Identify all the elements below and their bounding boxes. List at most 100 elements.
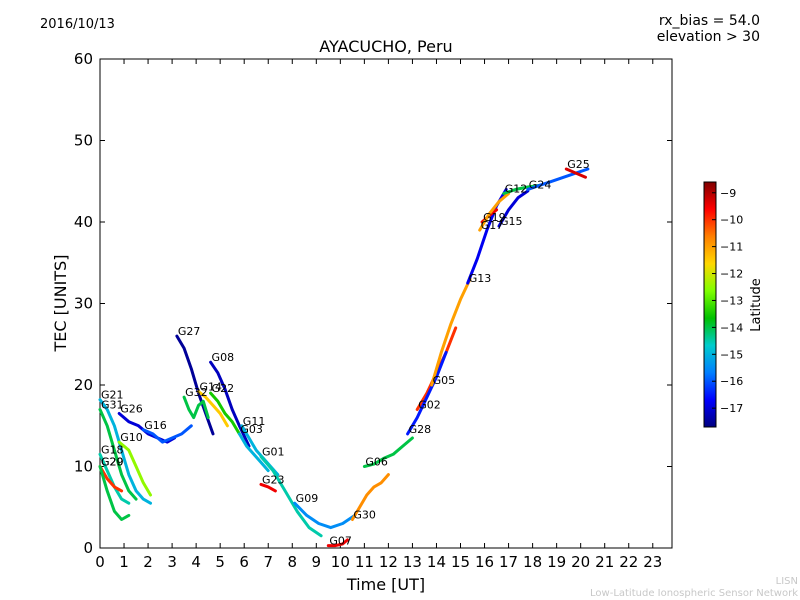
colorbar-tick-label: −10 (720, 214, 743, 227)
series-label-g03: G03 (240, 423, 263, 436)
x-tick-label: 12 (379, 553, 398, 571)
series-line-g13 (466, 187, 508, 285)
footer-lisn: LISN (775, 576, 798, 587)
x-tick-label: 11 (355, 553, 374, 571)
series-line-g17 (478, 192, 511, 232)
colorbar-tick-label: −9 (720, 187, 736, 200)
series-line-g30 (350, 473, 390, 521)
plot-area-frame (99, 58, 673, 549)
date-label: 2016/10/13 (40, 17, 115, 32)
series-label-g01: G01 (262, 446, 285, 459)
y-tick-label: 10 (74, 458, 93, 476)
elevation-label: elevation > 30 (656, 29, 760, 45)
footer-network: Low-Latitude Ionospheric Sensor Network (590, 588, 798, 599)
series-label-g30: G30 (353, 508, 376, 521)
series-label-g25: G25 (567, 158, 590, 171)
x-axis-label: Time [UT] (346, 575, 425, 594)
x-axis: 0 1 2 3 4 5 6 7 8 9 10 11 12 13 14 15 16 17 18 19 20 21 22 23 (95, 59, 662, 571)
x-tick-label: 21 (595, 553, 614, 571)
x-tick-label: 19 (547, 553, 566, 571)
y-tick-label: 0 (83, 539, 93, 557)
series-label-g09: G09 (296, 492, 319, 505)
x-tick-label: 5 (215, 553, 225, 571)
colorbar-label: Latitude (749, 278, 764, 332)
series-line-g31 (98, 408, 138, 501)
series-label-g23: G23 (262, 473, 285, 486)
series-label-g32: G32 (185, 386, 208, 399)
colorbar-tick-label: −17 (720, 402, 743, 415)
x-tick-label: 2 (143, 553, 153, 571)
series-label-g28: G28 (409, 423, 432, 436)
series-label-g22: G22 (212, 382, 235, 395)
x-tick-label: 13 (403, 553, 422, 571)
series-label-g15: G15 (500, 215, 523, 228)
x-tick-label: 14 (427, 553, 446, 571)
series-line-g08 (209, 360, 251, 448)
series-line-g10 (117, 440, 152, 497)
series-line-g01 (259, 455, 323, 538)
y-tick-label: 30 (74, 295, 93, 313)
series-label-g13: G13 (469, 272, 492, 285)
series-line-g14 (197, 390, 229, 428)
series-line-g03 (237, 432, 270, 473)
series-line-g16 (141, 424, 193, 444)
series-group (98, 167, 590, 548)
series-label-g21: G21 (101, 389, 124, 402)
x-tick-label: 16 (475, 553, 494, 571)
x-tick-label: 8 (287, 553, 297, 571)
x-tick-label: 10 (331, 553, 350, 571)
y-tick-label: 40 (74, 213, 93, 231)
x-tick-label: 22 (619, 553, 638, 571)
x-tick-label: 15 (451, 553, 470, 571)
colorbar: −9 −10 −11 −12 −13 −14 −15 −16 −17 Latitude (703, 181, 764, 428)
series-line-g25 (564, 167, 587, 179)
x-tick-label: 23 (643, 553, 662, 571)
x-tick-label: 6 (239, 553, 249, 571)
series-label-g14: G14 (200, 381, 223, 394)
series-line-g20 (98, 465, 124, 493)
x-tick-label: 3 (167, 553, 177, 571)
series-label-g11: G11 (243, 415, 266, 428)
series-label-g02: G02 (418, 398, 441, 411)
series-label-g07: G07 (329, 535, 352, 548)
series-label-g31: G31 (101, 398, 124, 411)
series-line-g23 (259, 482, 277, 493)
series-label-g19: G19 (483, 211, 506, 224)
x-tick-label: 1 (119, 553, 129, 571)
x-tick-label: 17 (499, 553, 518, 571)
colorbar-gradient (703, 181, 717, 428)
colorbar-tick-label: −16 (720, 375, 743, 388)
y-tick-label: 50 (74, 132, 93, 150)
x-tick-label: 7 (263, 553, 273, 571)
series-label-g29: G29 (101, 456, 124, 469)
y-axis: 0 10 20 30 40 50 60 (74, 50, 672, 557)
series-line-g22 (209, 391, 241, 436)
series-line-g28 (406, 350, 448, 436)
colorbar-tick-label: −15 (720, 348, 743, 361)
series-label-g18: G18 (101, 443, 124, 456)
series-line-g09 (293, 501, 357, 530)
series-label-g26: G26 (120, 403, 143, 416)
series-line-g29 (98, 465, 131, 521)
series-label-g08: G08 (212, 351, 235, 364)
series-label-g10: G10 (120, 431, 143, 444)
x-tick-label: 0 (95, 553, 105, 571)
chart-title: AYACUCHO, Peru (319, 37, 453, 56)
series-line-g26 (117, 412, 176, 444)
series-label-g17: G17 (481, 219, 504, 232)
series-line-g21 (98, 398, 152, 505)
colorbar-tick-label: −13 (720, 294, 743, 307)
colorbar-ticks: −9 −10 −11 −12 −13 −14 −15 −16 −17 (712, 187, 743, 415)
y-tick-label: 60 (74, 50, 93, 68)
series-label-g20: G20 (101, 456, 124, 469)
x-tick-label: 18 (523, 553, 542, 571)
series-line-g15 (497, 189, 530, 228)
series-line-g07 (326, 538, 349, 548)
rx-bias-label: rx_bias = 54.0 (658, 13, 760, 29)
series-label-g16: G16 (144, 419, 167, 432)
series-line-g32 (182, 395, 210, 420)
series-label-g12: G12 (505, 182, 528, 195)
series-line-g05 (430, 277, 472, 387)
